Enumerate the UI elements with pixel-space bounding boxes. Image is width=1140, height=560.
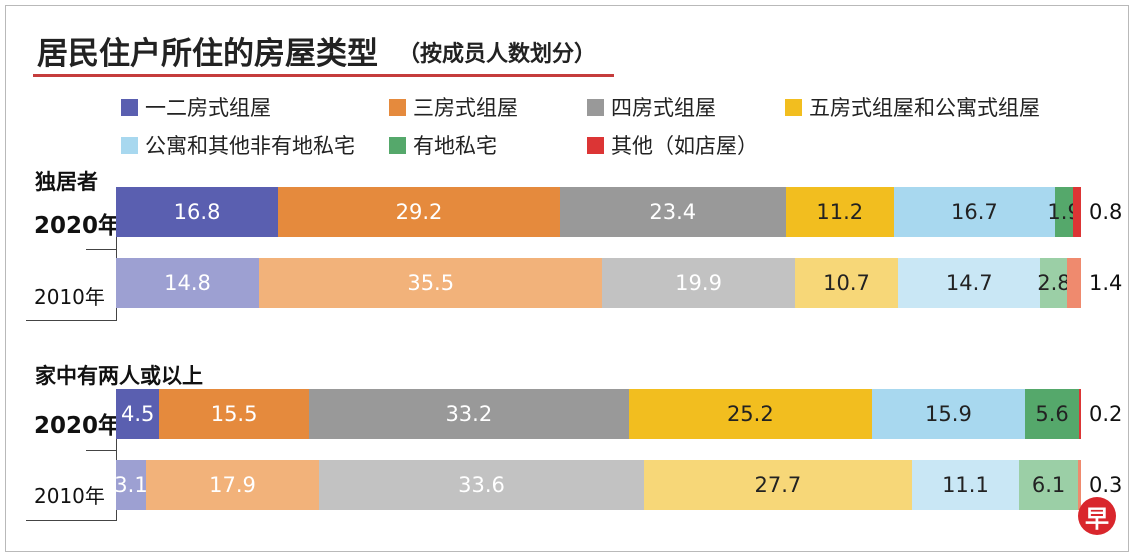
legend-label: 有地私宅 [413, 134, 497, 158]
bar-segment: 23.4 [559, 187, 786, 237]
bar-segment: 19.9 [602, 258, 795, 308]
legend-item: 一二房式组屋 [121, 94, 271, 120]
bar-segment: 17.9 [145, 460, 320, 510]
legend-label: 五房式组屋和公寓式组屋 [809, 96, 1040, 120]
legend-label: 三房式组屋 [413, 96, 518, 120]
year-label-single-2010: 2010年 [34, 285, 105, 309]
legend-label: 四房式组屋 [611, 96, 716, 120]
bar-segment: 14.8 [116, 258, 260, 308]
bar-segment: 25.2 [628, 389, 872, 439]
bar-segment: 10.7 [794, 258, 899, 308]
legend-item: 有地私宅 [389, 132, 497, 158]
title-underline [33, 74, 614, 77]
group-title-single: 独居者 [35, 170, 98, 194]
bar-segment: 11.2 [785, 187, 894, 237]
divider-line [26, 320, 116, 321]
bar-segment: 2.8 [1037, 258, 1071, 308]
legend-swatch [785, 98, 802, 116]
bar-segment [1067, 258, 1081, 308]
bar-segment: 5.6 [1025, 389, 1080, 439]
legend-item: 四房式组屋 [587, 94, 716, 120]
bar-segment: 15.5 [159, 389, 309, 439]
legend-swatch [389, 98, 406, 116]
zaobao-logo: 早 [1078, 497, 1116, 535]
bar-segment: 1.9 [1047, 187, 1081, 237]
legend-item: 其他（如店屋） [587, 132, 758, 158]
legend-item: 公寓和其他非有地私宅 [121, 132, 355, 158]
bar-segment: 6.1 [1019, 460, 1079, 510]
year-label-multi-2020: 2020年 [34, 413, 122, 439]
legend-item: 五房式组屋和公寓式组屋 [785, 94, 1040, 120]
data-label-other: 0.3 [1089, 473, 1123, 497]
data-label-other: 1.4 [1089, 271, 1123, 295]
bar-segment: 27.7 [643, 460, 912, 510]
bar-segment: 14.7 [898, 258, 1041, 308]
bar-segment: 33.6 [319, 460, 644, 510]
axis-line [116, 188, 117, 321]
chart-frame: 居民住户所住的房屋类型 （按成员人数划分） 一二房式组屋 三房式组屋 四房式组屋 五房… [5, 5, 1129, 552]
bar-segment [1073, 187, 1081, 237]
bar-segment: 15.9 [871, 389, 1026, 439]
axis-line [116, 389, 117, 521]
bar-segment: 4.5 [116, 389, 160, 439]
bar-segment: 3.1 [114, 460, 148, 510]
legend-label: 公寓和其他非有地私宅 [145, 134, 355, 158]
legend-swatch [587, 98, 604, 116]
data-label-other: 0.8 [1089, 200, 1123, 224]
chart-subtitle: （按成员人数划分） [398, 42, 597, 67]
year-label-single-2020: 2020年 [34, 213, 122, 239]
chart-title: 居民住户所住的房屋类型 [37, 36, 378, 72]
bar-segment: 11.1 [911, 460, 1020, 510]
legend-swatch [121, 98, 138, 116]
legend-item: 三房式组屋 [389, 94, 518, 120]
bar-segment: 16.8 [116, 187, 279, 237]
divider-line [86, 450, 116, 451]
legend-swatch [389, 136, 406, 154]
legend-label: 一二房式组屋 [145, 96, 271, 120]
divider-line [86, 249, 116, 250]
legend-label: 其他（如店屋） [611, 134, 758, 158]
bar-segment: 16.7 [893, 187, 1055, 237]
bar-segment: 33.2 [308, 389, 629, 439]
bar-segment: 29.2 [278, 187, 560, 237]
group-title-multi: 家中有两人或以上 [35, 364, 203, 388]
bar-segment [1079, 389, 1081, 439]
bar-segment [1078, 460, 1081, 510]
data-label-other: 0.2 [1089, 402, 1123, 426]
legend-swatch [121, 136, 138, 154]
divider-line [26, 520, 116, 521]
bar-segment: 35.5 [259, 258, 603, 308]
year-label-multi-2010: 2010年 [34, 484, 105, 508]
legend-swatch [587, 136, 604, 154]
